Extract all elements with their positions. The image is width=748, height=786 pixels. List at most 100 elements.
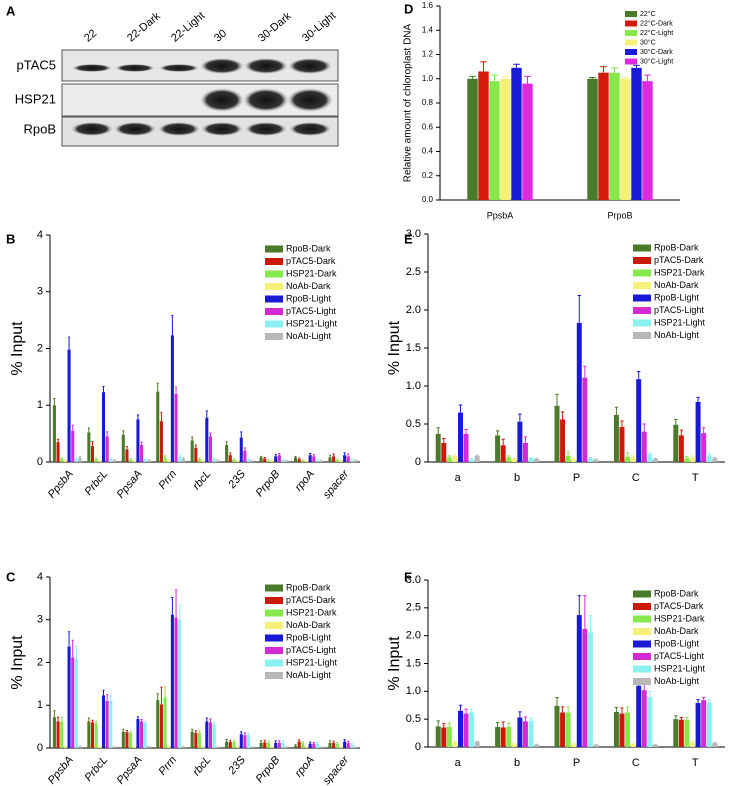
legend-label: NoAb-Dark: [286, 281, 331, 291]
bar: [293, 745, 298, 748]
bar: [467, 78, 478, 200]
bar: [301, 742, 305, 748]
x-tick-label: Prrn: [157, 754, 180, 778]
x-tick-label: PpsbA: [487, 210, 514, 220]
legend-label: 30°C-Light: [640, 57, 673, 65]
bar: [554, 405, 560, 462]
bar: [208, 722, 213, 748]
error-bar: [620, 420, 624, 428]
legend-label: RpoB-Light: [654, 638, 700, 648]
legend-label: 30°C: [640, 38, 656, 46]
bar: [706, 702, 712, 747]
error-bar: [566, 451, 570, 456]
bar: [159, 421, 163, 462]
error-bar: [160, 412, 163, 422]
bar: [163, 697, 167, 748]
bar: [315, 743, 320, 748]
bar: [609, 72, 620, 200]
error-bar: [178, 454, 181, 457]
error-bar: [240, 431, 243, 438]
error-bar: [56, 438, 60, 443]
error-bar: [713, 742, 717, 744]
bar: [67, 646, 71, 748]
bar: [593, 459, 599, 462]
x-tick-label: 23S: [226, 468, 249, 492]
bar: [500, 445, 506, 462]
y-tick-label: 0.2: [422, 171, 434, 180]
bar: [613, 414, 619, 462]
x-tick-label: b: [514, 757, 520, 769]
bar: [641, 690, 647, 747]
legend-label: RpoB-Light: [654, 292, 700, 302]
bar: [129, 459, 133, 462]
bar: [60, 721, 64, 748]
bar: [259, 457, 263, 462]
bar: [239, 437, 243, 462]
error-bar: [281, 740, 285, 743]
bar: [522, 83, 533, 200]
bar: [528, 458, 534, 462]
error-bar: [95, 720, 98, 724]
legend-swatch: [633, 294, 651, 302]
bar: [522, 443, 528, 462]
bar: [458, 710, 463, 747]
legend-swatch: [633, 640, 651, 648]
error-bar: [332, 740, 335, 743]
error-bar: [316, 459, 319, 461]
bar: [170, 335, 174, 462]
error-bar: [622, 77, 629, 79]
bar: [178, 619, 182, 748]
error-bar: [491, 74, 498, 82]
legend-swatch: [633, 282, 651, 289]
error-bar: [631, 455, 635, 458]
error-bar: [163, 455, 167, 458]
bar: [174, 617, 178, 748]
bar: [285, 460, 289, 462]
error-bar: [588, 615, 593, 633]
panel-label: A: [6, 3, 16, 18]
error-bar: [513, 63, 520, 68]
error-bar: [620, 707, 624, 714]
error-bar: [225, 441, 228, 445]
error-bar: [56, 716, 60, 722]
bar: [630, 457, 636, 462]
x-tick-label: T: [692, 472, 699, 484]
legend-label: HSP21-Light: [286, 318, 338, 328]
lane-label: 30: [212, 27, 229, 44]
error-bar: [191, 728, 194, 732]
bar: [56, 442, 60, 462]
legend-swatch: [265, 270, 283, 278]
error-bar: [614, 406, 619, 415]
legend-swatch: [265, 584, 283, 592]
error-bar: [507, 722, 511, 727]
legend-label: HSP21-Dark: [286, 607, 337, 617]
bar: [74, 659, 78, 748]
panel-label: C: [6, 569, 16, 584]
bar: [71, 430, 75, 462]
error-bar: [294, 455, 297, 458]
error-bar: [67, 631, 71, 647]
legend-swatch: [265, 320, 283, 328]
error-bar: [122, 728, 125, 732]
error-bar: [336, 741, 339, 744]
error-bar: [309, 452, 312, 456]
bar: [500, 727, 506, 747]
legend-label: pTAC5-Light: [286, 306, 336, 316]
error-bar: [144, 720, 147, 724]
error-bar: [529, 717, 533, 721]
error-bar: [232, 739, 236, 743]
y-tick-label: 0: [37, 456, 43, 468]
x-tick-label: rpoA: [293, 754, 317, 780]
bar: [690, 457, 695, 462]
error-bar: [240, 731, 243, 735]
bar: [243, 735, 247, 748]
blot: [61, 49, 339, 147]
error-bar: [53, 397, 56, 406]
bar: [281, 460, 285, 462]
bar: [319, 460, 323, 462]
error-bar: [156, 382, 159, 392]
error-bar: [160, 686, 163, 705]
x-tick-label: rbcL: [191, 468, 214, 492]
legend-label: pTAC5-Dark: [286, 256, 336, 266]
